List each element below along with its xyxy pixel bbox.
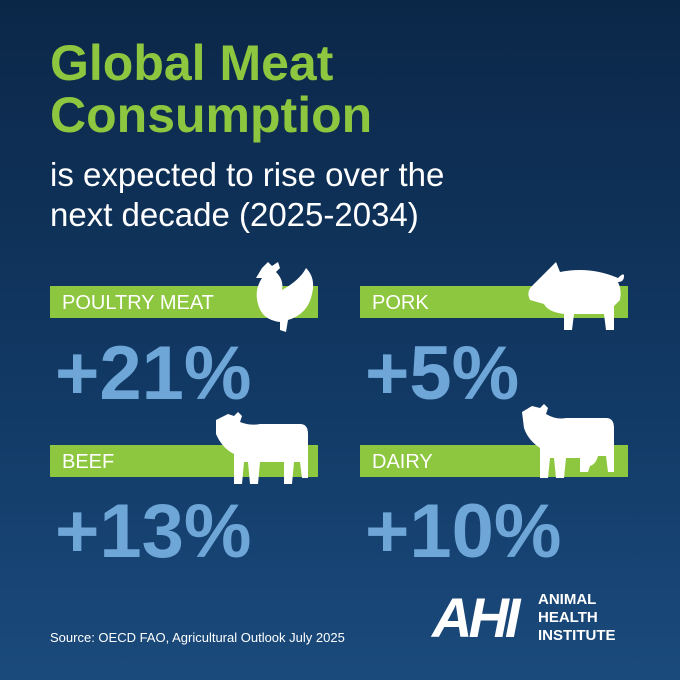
item-label: DAIRY <box>372 451 433 473</box>
pig-icon <box>528 262 624 330</box>
item-label: POULTRY MEAT <box>62 292 214 314</box>
title-line: Global Meat <box>50 35 334 91</box>
logo-text: HEALTH <box>538 609 598 626</box>
item-label: PORK <box>372 292 429 314</box>
title-line: Consumption <box>50 87 373 143</box>
logo-mark: AHI <box>432 586 520 649</box>
item-value: +21% <box>55 331 252 416</box>
logo-text: ANIMAL <box>538 591 597 608</box>
item-value: +13% <box>55 489 252 574</box>
item-value: +5% <box>365 331 520 416</box>
dairy-cow-icon <box>522 404 614 478</box>
item-label: BEEF <box>62 451 115 473</box>
item-value: +10% <box>365 489 562 574</box>
cow-icon <box>216 412 308 484</box>
chicken-icon <box>256 262 314 332</box>
subtitle-line: is expected to rise over the <box>50 156 445 193</box>
logo-text: INSTITUTE <box>538 627 616 644</box>
subtitle-line: next decade (2025-2034) <box>50 196 419 233</box>
source-note: Source: OECD FAO, Agricultural Outlook J… <box>50 630 345 645</box>
